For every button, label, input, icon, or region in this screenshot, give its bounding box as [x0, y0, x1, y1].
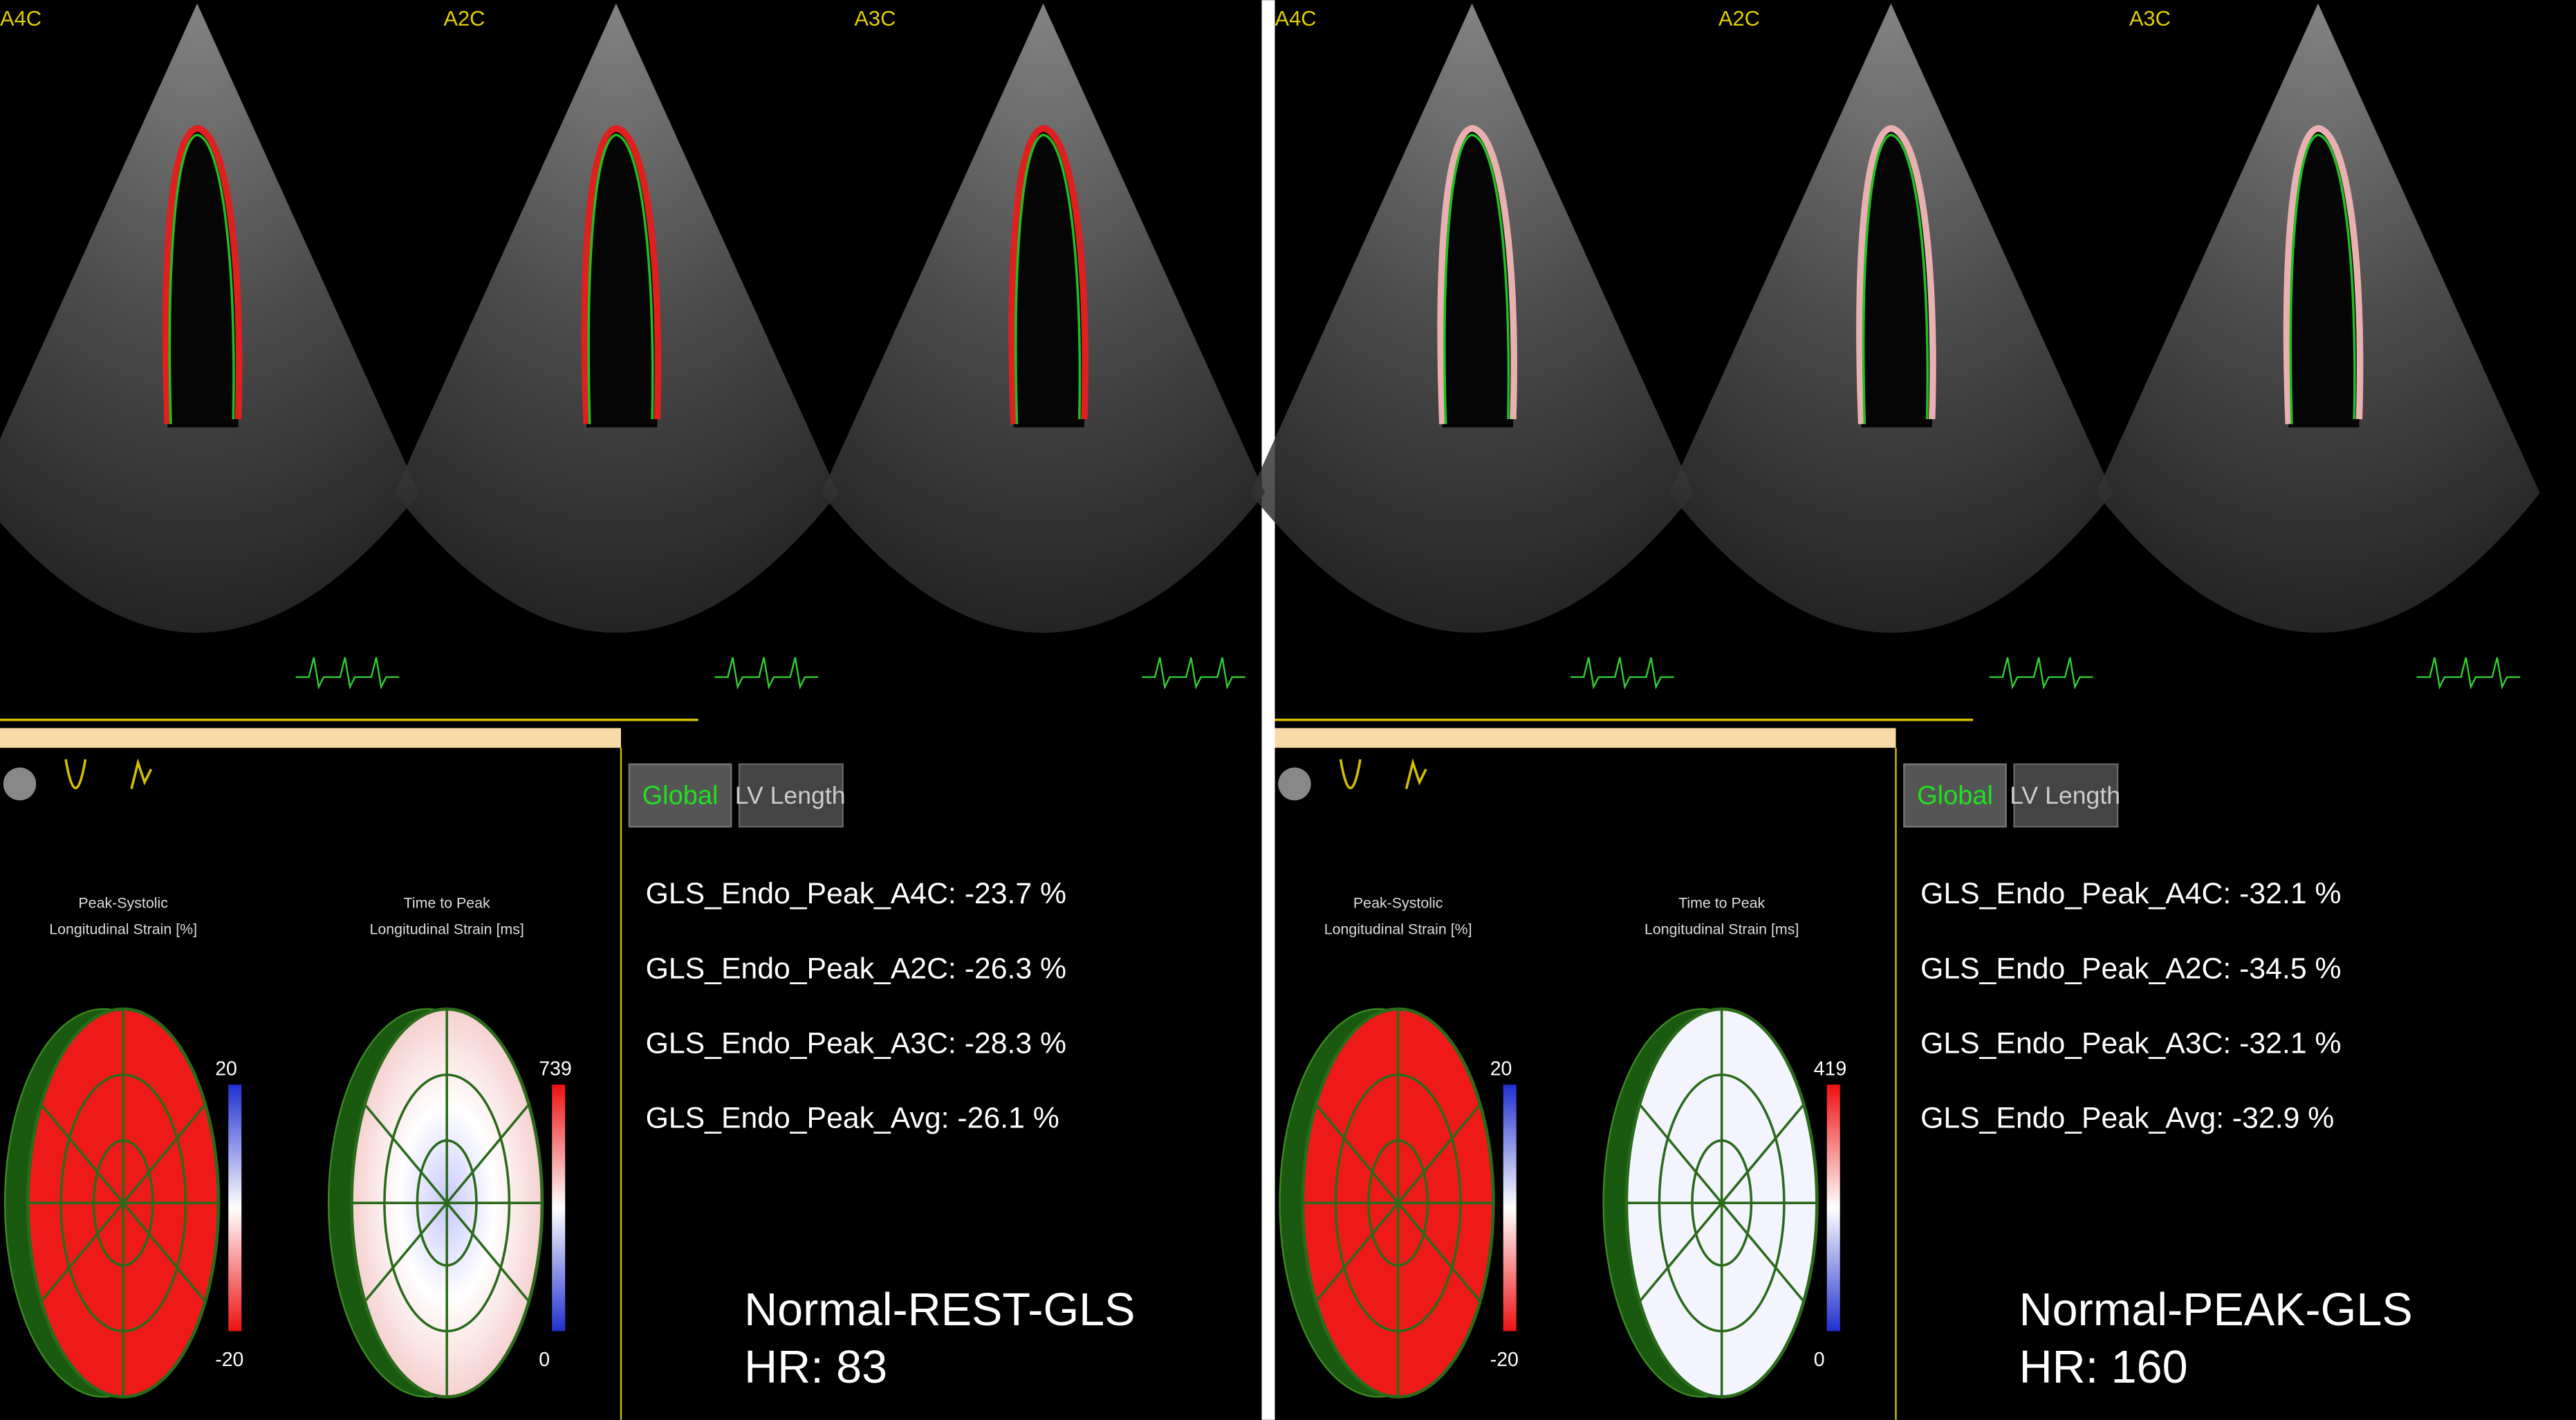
- endo-contour-green: [2289, 133, 2356, 425]
- color-scale: [1503, 1085, 1517, 1331]
- tab-button-label[interactable]: LV Length: [735, 782, 846, 809]
- lv-cavity: [2286, 128, 2360, 427]
- color-wheel-icon: [1278, 767, 1311, 801]
- lv-cavity: [1012, 128, 1086, 427]
- heart-rate: HR: 83: [744, 1342, 887, 1393]
- caption: Normal-PEAK-GLS: [2019, 1284, 2413, 1336]
- scale-min: -20: [215, 1349, 243, 1371]
- lv-cavity: [584, 128, 658, 427]
- color-scale: [1826, 1085, 1840, 1331]
- endo-contour-green: [1862, 133, 1929, 425]
- tab-button[interactable]: [1903, 763, 2007, 828]
- scale-max: 739: [539, 1058, 572, 1080]
- bullseye-divider: [364, 1103, 530, 1302]
- bullseye-divider: [1315, 1103, 1481, 1302]
- heart-rate: HR: 160: [2019, 1342, 2188, 1393]
- view-label: A3C: [2129, 6, 2171, 30]
- endo-contour-red: [581, 125, 662, 425]
- endo-contour-red: [2283, 125, 2364, 425]
- lv-cavity: [1859, 128, 1934, 427]
- endo-contour-red: [162, 125, 243, 425]
- endo-contour-green: [1014, 133, 1082, 425]
- tab-button-label[interactable]: Global: [642, 781, 719, 810]
- ecg-trace: [2416, 657, 2521, 690]
- caption: Normal-REST-GLS: [744, 1284, 1135, 1336]
- endo-contour-red: [1437, 125, 1517, 425]
- view-label: A4C: [1275, 6, 1316, 30]
- view-label: A4C: [0, 6, 41, 30]
- tab-button-label[interactable]: Global: [1917, 781, 1993, 810]
- hr-variation-bar: [1275, 728, 1896, 748]
- map-title: Peak-Systolic: [1353, 894, 1443, 911]
- gls-measurement: GLS_Endo_Peak_A3C: -28.3 %: [646, 1026, 1066, 1060]
- scale-min: 0: [539, 1349, 550, 1371]
- ecg-trace: [1989, 657, 2093, 690]
- gls-measurement: GLS_Endo_Peak_A4C: -32.1 %: [1920, 877, 2341, 910]
- tab-button[interactable]: [628, 763, 732, 828]
- color-wheel-icon: [3, 767, 37, 801]
- endo-contour-green: [168, 133, 235, 425]
- gls-measurement: GLS_Endo_Peak_A3C: -32.1 %: [1920, 1026, 2341, 1060]
- tab-button[interactable]: [2013, 763, 2119, 828]
- ecg-trace: [1570, 657, 1674, 690]
- scale-max: 20: [1490, 1058, 1512, 1080]
- divider: [1261, 0, 1275, 1420]
- bullseye-divider: [1638, 1103, 1805, 1302]
- endo-contour-green: [1443, 133, 1510, 425]
- hr-variation-bar: [0, 728, 621, 748]
- scale-min: 0: [1814, 1349, 1825, 1371]
- tab-button[interactable]: [738, 763, 844, 828]
- view-label: A3C: [854, 6, 896, 30]
- gls-measurement: GLS_Endo_Peak_A2C: -26.3 %: [646, 952, 1066, 985]
- map-title: Time to Peak: [1678, 894, 1765, 911]
- map-title: Longitudinal Strain [%]: [1324, 921, 1472, 937]
- gls-measurement: GLS_Endo_Peak_Avg: -26.1 %: [646, 1102, 1059, 1135]
- tab-button-label[interactable]: LV Length: [2010, 782, 2120, 809]
- color-scale: [228, 1085, 242, 1331]
- map-title: Longitudinal Strain [ms]: [369, 921, 523, 937]
- ecg-trace: [714, 657, 819, 690]
- scale-min: -20: [1490, 1349, 1519, 1371]
- scale-max: 419: [1814, 1058, 1847, 1080]
- gls-measurement: GLS_Endo_Peak_A2C: -34.5 %: [1920, 952, 2341, 985]
- map-title: Longitudinal Strain [%]: [49, 921, 197, 937]
- gls-measurement: GLS_Endo_Peak_A4C: -23.7 %: [646, 877, 1066, 910]
- endo-contour-green: [587, 133, 654, 425]
- gls-measurement: GLS_Endo_Peak_Avg: -32.9 %: [1920, 1102, 2334, 1135]
- view-label: A2C: [1718, 6, 1760, 30]
- endo-contour-red: [1856, 125, 1936, 425]
- view-label: A2C: [443, 6, 485, 30]
- strain-curve: [64, 758, 153, 790]
- scale-max: 20: [215, 1058, 237, 1080]
- lv-cavity: [165, 128, 239, 427]
- ecg-trace: [1142, 657, 1245, 690]
- map-title: Time to Peak: [404, 894, 490, 911]
- lv-cavity: [1440, 128, 1514, 427]
- bullseye-divider: [40, 1103, 207, 1302]
- ecg-trace: [295, 657, 400, 690]
- endo-contour-red: [1008, 125, 1088, 425]
- map-title: Longitudinal Strain [ms]: [1644, 921, 1799, 937]
- color-scale: [552, 1085, 566, 1331]
- strain-curve: [1339, 758, 1427, 790]
- map-title: Peak-Systolic: [78, 894, 168, 911]
